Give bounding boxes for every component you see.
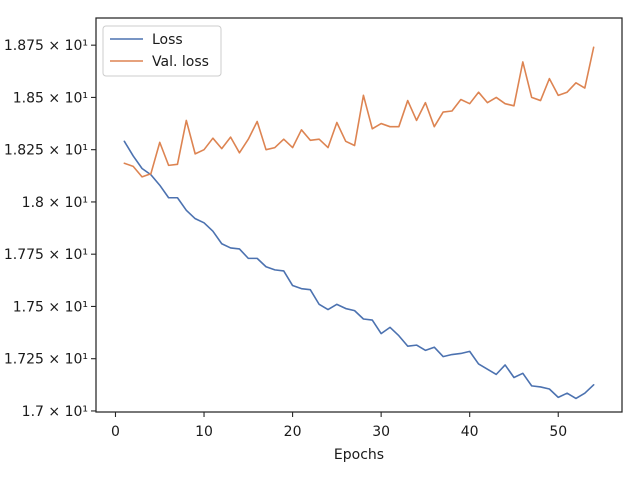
x-axis-title: Epochs [334,447,384,463]
x-tick-label: 10 [195,424,213,440]
y-tick-label: 1.825 × 10¹ [4,143,88,159]
y-tick-label: 1.75 × 10¹ [13,299,88,315]
series-line-val-loss [123,46,595,178]
legend-label-val-loss: Val. loss [152,54,209,70]
series-line-loss [123,140,595,400]
x-tick-label: 40 [461,424,479,440]
y-tick-label: 1.875 × 10¹ [4,38,88,54]
y-tick-label: 1.7 × 10¹ [22,404,88,420]
series-layer [123,46,595,400]
x-tick-label: 30 [372,424,390,440]
legend-label-loss: Loss [152,32,183,48]
y-axis: 1.7 × 10¹ 1.725 × 10¹ 1.75 × 10¹ 1.775 × 10… [4,38,96,420]
y-tick-label: 1.8 × 10¹ [22,195,88,211]
legend: Loss Val. loss [102,25,222,77]
x-axis: 0 10 20 30 40 50 [111,412,567,440]
plot-background [96,18,622,412]
y-tick-label: 1.85 × 10¹ [13,90,88,106]
x-tick-label: 50 [549,424,567,440]
plot-frame [95,17,623,413]
x-tick-label: 20 [284,424,302,440]
y-tick-label: 1.725 × 10¹ [4,352,88,368]
y-tick-label: 1.775 × 10¹ [4,247,88,263]
x-tick-label: 0 [111,424,120,440]
